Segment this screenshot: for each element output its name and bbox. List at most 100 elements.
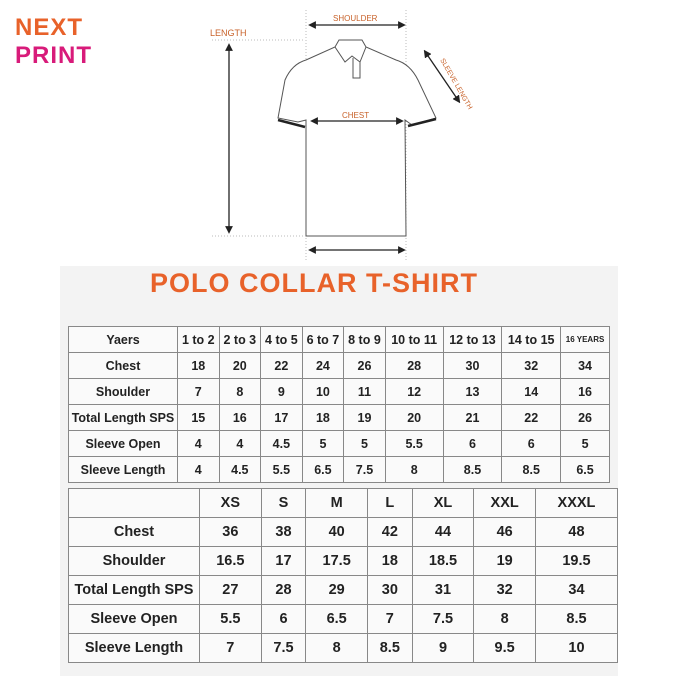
table-cell: 9: [411, 633, 475, 663]
table-cell: 9: [260, 378, 303, 405]
row-label: Shoulder: [68, 546, 200, 576]
table-cell: 21: [442, 404, 503, 431]
table-cell: 18: [177, 352, 220, 379]
table-cell: 42: [367, 517, 413, 547]
row-label: Shoulder: [68, 378, 178, 405]
table-cell: 22: [260, 352, 303, 379]
table-cell: 14: [501, 378, 562, 405]
column-header: XL: [411, 488, 475, 518]
table-cell: 26: [343, 352, 386, 379]
row-label: Total Length SPS: [68, 575, 200, 605]
column-header: [68, 488, 200, 518]
table-cell: 8.5: [367, 633, 413, 663]
column-header: 14 to 15: [501, 326, 562, 353]
table-cell: 4: [177, 430, 220, 457]
table-cell: 16: [560, 378, 610, 405]
logo-line-2: PRINT: [15, 42, 92, 69]
table-cell: 4.5: [218, 456, 262, 483]
table-cell: 38: [260, 517, 307, 547]
table-cell: 7: [367, 604, 413, 634]
table-cell: 27: [199, 575, 262, 605]
column-header: XXL: [473, 488, 536, 518]
table-cell: 7: [177, 378, 220, 405]
column-header: 4 to 5: [260, 326, 303, 353]
table-cell: 8: [218, 378, 262, 405]
table-row: Sleeve Open 4 4 4.5 5 5 5.5 6 6 5: [68, 430, 610, 457]
table-row: Sleeve Length 4 4.5 5.5 6.5 7.5 8 8.5 8.5 6.5: [68, 456, 610, 483]
table-cell: 31: [411, 575, 475, 605]
chest-label: CHEST: [342, 111, 369, 120]
table-cell: 11: [343, 378, 386, 405]
logo-line-1: NEXT: [15, 14, 84, 41]
table-row: Chest 36 38 40 42 44 46 48: [68, 517, 619, 547]
table-cell: 18: [367, 546, 413, 576]
column-header: 10 to 11: [384, 326, 444, 353]
column-header: L: [367, 488, 413, 518]
column-header: 1 to 2: [177, 326, 220, 353]
table-cell: 5.5: [260, 456, 303, 483]
table-cell: 6.5: [560, 456, 610, 483]
table-cell: 20: [218, 352, 262, 379]
table-cell: 20: [384, 404, 444, 431]
table-cell: 28: [260, 575, 307, 605]
table-cell: 24: [301, 352, 345, 379]
table-cell: 28: [384, 352, 444, 379]
table-cell: 8.5: [442, 456, 503, 483]
table-cell: 6: [501, 430, 562, 457]
brand-logo: NEXT PRINT: [15, 14, 92, 70]
table-cell: 5: [560, 430, 610, 457]
table-cell: 7.5: [343, 456, 386, 483]
table-cell: 34: [534, 575, 619, 605]
column-header: 16 YEARS: [560, 326, 610, 353]
table-cell: 13: [442, 378, 503, 405]
table-cell: 17: [260, 404, 303, 431]
table-row: Sleeve Open 5.5 6 6.5 7 7.5 8 8.5: [68, 604, 619, 634]
table-cell: 26: [560, 404, 610, 431]
table-cell: 4: [218, 430, 262, 457]
table-cell: 22: [501, 404, 562, 431]
column-header: 6 to 7: [301, 326, 345, 353]
table-cell: 7.5: [411, 604, 475, 634]
table-cell: 16.5: [199, 546, 262, 576]
table-cell: 36: [199, 517, 262, 547]
table-cell: 4.5: [260, 430, 303, 457]
column-header: 8 to 9: [343, 326, 386, 353]
column-header: XS: [199, 488, 262, 518]
sleeve-length-label: SLEEVE LENGTH: [438, 58, 473, 111]
table-cell: 6: [260, 604, 307, 634]
table-cell: 8.5: [501, 456, 562, 483]
table-cell: 5.5: [384, 430, 444, 457]
table-cell: 7: [199, 633, 262, 663]
table-cell: 40: [305, 517, 368, 547]
table-cell: 32: [473, 575, 536, 605]
table-row: Chest 18 20 22 24 26 28 30 32 34: [68, 352, 610, 379]
shoulder-label: SHOULDER: [333, 14, 378, 23]
row-label: Sleeve Open: [68, 430, 178, 457]
column-header: 12 to 13: [442, 326, 503, 353]
table-cell: 44: [411, 517, 475, 547]
table-cell: 16: [218, 404, 262, 431]
column-header: XXXL: [534, 488, 619, 518]
table-row: Sleeve Length 7 7.5 8 8.5 9 9.5 10: [68, 633, 619, 663]
table-cell: 5: [343, 430, 386, 457]
table-header-row: XS S M L XL XXL XXXL: [68, 488, 619, 518]
row-label: Sleeve Length: [68, 456, 178, 483]
table-row: Shoulder 16.5 17 17.5 18 18.5 19 19.5: [68, 546, 619, 576]
table-cell: 8: [384, 456, 444, 483]
table-cell: 15: [177, 404, 220, 431]
table-cell: 5.5: [199, 604, 262, 634]
table-row: Total Length SPS 27 28 29 30 31 32 34: [68, 575, 619, 605]
table-cell: 6.5: [301, 456, 345, 483]
table-cell: 8: [305, 633, 368, 663]
table-cell: 48: [534, 517, 619, 547]
row-label: Chest: [68, 352, 178, 379]
table-cell: 30: [367, 575, 413, 605]
row-label: Total Length SPS: [68, 404, 178, 431]
table-cell: 18: [301, 404, 345, 431]
adult-size-table: XS S M L XL XXL XXXL Chest 36 38 40 42 44 46 48 Shoulde…: [68, 488, 619, 663]
table-cell: 8: [473, 604, 536, 634]
table-cell: 18.5: [411, 546, 475, 576]
table-cell: 19: [473, 546, 536, 576]
